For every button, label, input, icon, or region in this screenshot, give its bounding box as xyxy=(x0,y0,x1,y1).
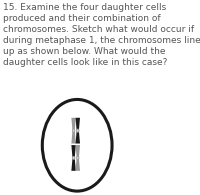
Circle shape xyxy=(72,129,75,132)
Polygon shape xyxy=(71,159,76,171)
Polygon shape xyxy=(71,131,76,144)
Polygon shape xyxy=(71,145,76,157)
Polygon shape xyxy=(76,131,80,144)
Circle shape xyxy=(72,156,75,160)
Circle shape xyxy=(76,156,79,160)
Text: 15. Examine the four daughter cells
produced and their combination of
chromosome: 15. Examine the four daughter cells prod… xyxy=(3,3,200,67)
Polygon shape xyxy=(76,159,80,171)
Polygon shape xyxy=(76,145,80,157)
Polygon shape xyxy=(76,118,80,130)
Polygon shape xyxy=(71,118,76,130)
Circle shape xyxy=(76,129,79,132)
